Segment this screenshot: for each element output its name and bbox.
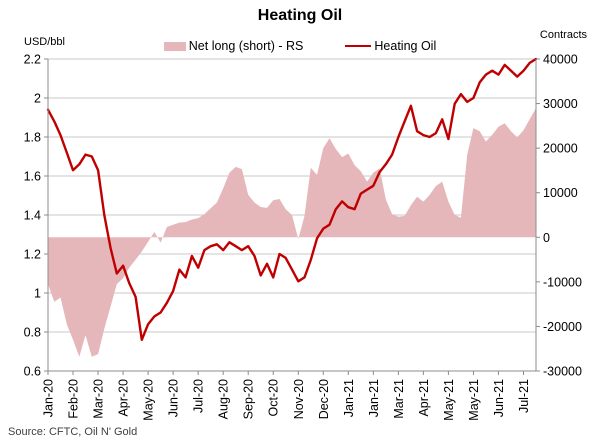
- x-axis-tick-label: May-21: [467, 379, 481, 421]
- right-axis-tick-label: -30000: [543, 365, 582, 379]
- x-axis-tick-label: Aug-20: [217, 379, 231, 419]
- series-net-long-area: [48, 108, 536, 357]
- right-axis-tick-label: 20000: [543, 142, 578, 156]
- x-axis-tick-label: Oct-20: [267, 379, 281, 417]
- area-swatch-icon: [163, 41, 186, 51]
- x-axis-tick-label: Sep-20: [242, 379, 256, 419]
- x-axis-tick-label: Jun-21: [492, 379, 506, 417]
- legend-area-label: Net long (short) - RS: [188, 39, 304, 53]
- x-axis-tick-label: Jan-21: [367, 379, 381, 417]
- left-axis-tick-label: 1.8: [24, 131, 41, 145]
- x-axis-tick-label: Apr-21: [417, 379, 431, 417]
- left-axis-tick-label: 1.6: [24, 170, 41, 184]
- x-axis-tick-label: Mar-20: [92, 379, 106, 419]
- x-axis-tick-label: Dec-20: [317, 379, 331, 419]
- left-axis-tick-label: 1.2: [24, 248, 41, 262]
- left-axis-tick-label: 0.6: [24, 365, 41, 379]
- right-axis-tick-label: -20000: [543, 320, 582, 334]
- right-axis-tick-label: 30000: [543, 97, 578, 111]
- left-axis-caption: USD/bbl: [24, 36, 65, 48]
- x-axis-tick-label: Jul-20: [192, 379, 206, 413]
- right-axis-tick-label: 40000: [543, 53, 578, 67]
- right-axis-caption: Contracts: [539, 29, 587, 41]
- left-axis-tick-label: 1: [34, 287, 41, 301]
- left-axis-tick-label: 1.4: [24, 209, 41, 223]
- left-axis-tick-label: 0.8: [24, 326, 41, 340]
- x-axis-tick-label: May-20: [142, 379, 156, 421]
- legend: Net long (short) - RS Heating Oil: [0, 39, 600, 53]
- x-axis-tick-label: Jan-21: [342, 379, 356, 417]
- line-swatch-icon: [345, 45, 372, 47]
- x-axis-tick-label: Apr-20: [117, 379, 131, 417]
- left-axis-tick-label: 2: [34, 92, 41, 106]
- chart-title: Heating Oil: [257, 7, 343, 24]
- x-axis-tick-label: Jan-20: [42, 379, 56, 417]
- x-axis-tick-label: Nov-20: [292, 379, 306, 419]
- legend-line-label: Heating Oil: [374, 39, 437, 53]
- right-axis-tick-label: -10000: [543, 275, 582, 289]
- legend-item-net-long: Net long (short) - RS: [163, 39, 304, 53]
- source-note: Source: CFTC, Oil N' Gold: [8, 426, 138, 438]
- x-axis-tick-label: Feb-20: [67, 379, 81, 419]
- series-heating-oil-line: [46, 57, 538, 341]
- right-axis-tick-label: 0: [543, 231, 550, 245]
- right-axis-tick-label: 10000: [543, 186, 578, 200]
- x-axis-tick-label: Mar-21: [392, 379, 406, 419]
- x-axis-tick-label: Jul-21: [517, 379, 531, 413]
- x-axis-tick-label: May-21: [442, 379, 456, 421]
- x-axis-tick-label: Jun-20: [167, 379, 181, 417]
- left-axis-tick-label: 2.2: [24, 53, 41, 67]
- legend-item-heating-oil: Heating Oil: [345, 39, 436, 53]
